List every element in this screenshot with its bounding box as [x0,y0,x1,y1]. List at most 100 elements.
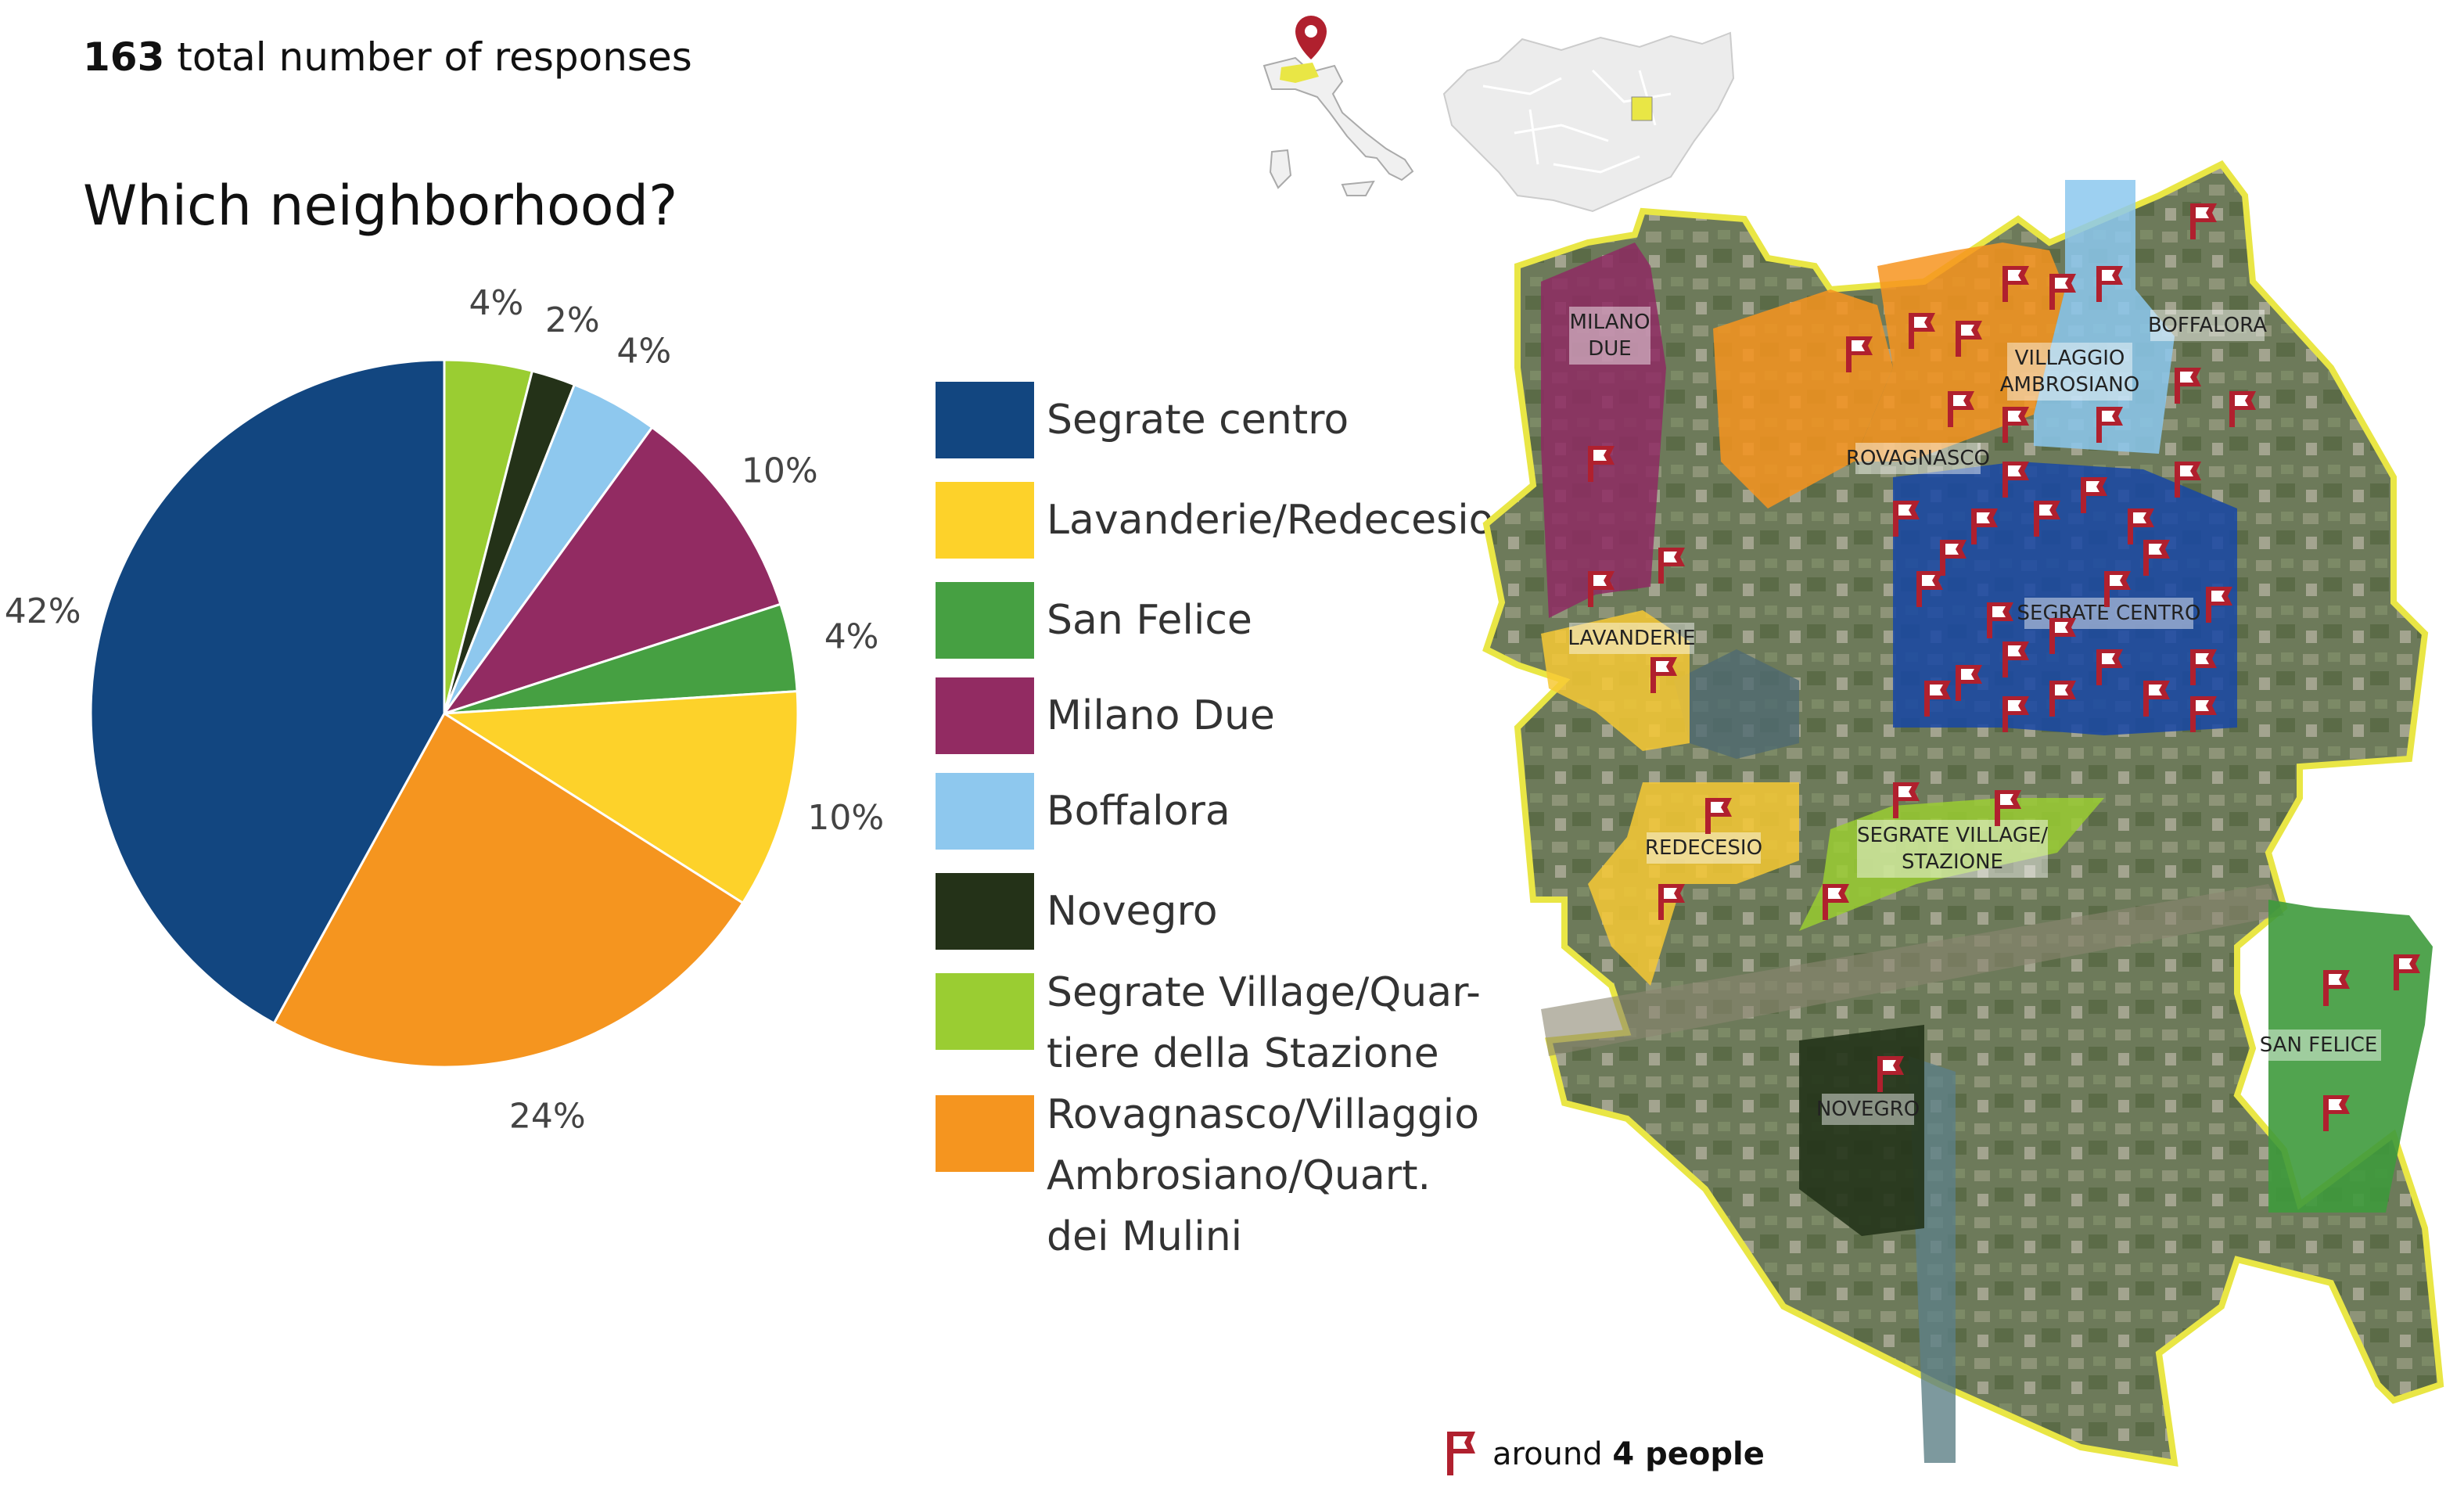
flag-icon [1588,446,1615,482]
flag-icon [2096,266,2123,302]
pie-slice-label: 4% [824,617,879,657]
legend-label: Segrate Village/Quar- tiere della Stazio… [1047,969,1481,1077]
district-label: ROVAGNASCO [1846,447,1990,470]
pie-slice-label: 4% [469,283,523,323]
district-label-bg [1569,623,1694,654]
flag-icon [1956,321,1982,357]
district-segrate-village [1799,798,2104,931]
district-novegro [1799,1025,1924,1236]
flag-icon [2323,970,2350,1006]
district-label: MILANO DUE [1570,311,1650,361]
flag-icon [1658,548,1685,584]
response-count: 163 [83,34,165,80]
district-label: SEGRATE VILLAGE/STAZIONE [1857,824,2048,874]
flag-icon [1588,571,1615,607]
flag-icon [2175,462,2201,498]
district-label: REDECESIO [1645,836,1762,860]
flag-markers [1588,203,2420,1131]
flag-icon [1987,602,2013,638]
sicily-outline [1341,180,1375,196]
legend-swatch [936,873,1034,950]
district-label-bg [1822,1094,1914,1125]
legend-label: San Felice [1047,597,1252,644]
map-legend: around 4 people [1447,1432,1765,1475]
flag-icon [2128,508,2154,544]
flag-icon [2104,571,2131,607]
district-label: LAVANDERIE [1568,627,1695,650]
response-count-headline: 163 total number of responses [83,34,692,80]
flag-icon [1916,571,1943,607]
flag-icon [2175,368,2201,404]
flag-icon [1658,884,1685,920]
italy-outline [1263,56,1414,181]
legend-label: Segrate centro [1047,397,1349,444]
flag-icon [2323,1095,2350,1131]
flag-icon [2002,266,2029,302]
legend-swatch [936,382,1034,458]
railway-band [1541,884,2284,1056]
flag-icon [1909,313,1935,349]
pie-chart: 4% 2% 4% 10% 4% 10% 24% 42% [5,283,884,1136]
sardinia-outline [1269,149,1292,189]
flag-icon [2190,649,2217,685]
map-legend-prefix: around [1492,1436,1603,1472]
flag-icon [2143,540,2170,576]
legend-swatch [936,973,1034,1050]
district-label: VILLAGGIO AMBROSIANO [2000,347,2139,397]
district-map: MILANO DUE VILLAGGIO AMBROSIANO BOFFALORA ROV… [1482,160,2444,1467]
flag-icon [1447,1432,1475,1475]
legend-swatch [936,482,1034,559]
flag-icon [1705,798,1732,834]
flag-icon [1877,1056,1904,1092]
district-milano-due [1541,243,1666,618]
district-label-bg [2150,310,2265,341]
flag-icon [2096,407,2123,443]
district-labels: MILANO DUE VILLAGGIO AMBROSIANO BOFFALORA ROV… [1568,307,2381,1125]
flag-icon [2394,954,2420,990]
district-label-bg [1855,443,1981,474]
flag-icon [2190,696,2217,732]
flag-icon [1924,681,1951,717]
district-lavanderie [1541,610,1690,751]
flag-icon [1971,508,1998,544]
legend-swatch [936,773,1034,850]
flag-icon [2002,641,2029,677]
district-label-bg [1857,820,2048,878]
flag-icon [1846,336,1873,372]
flag-icon [1893,501,1920,537]
water-basin [1674,649,1799,759]
legend-swatch [936,1095,1034,1172]
locator-map-region [1442,31,1735,213]
region-subdivisions [1482,69,1672,174]
pie-slice [272,711,745,1069]
legend-swatch [936,677,1034,754]
flag-icon [2049,618,2076,654]
district-label: NOVEGRO [1816,1098,1920,1121]
flag-icon [1823,884,1849,920]
district-label-bg [1647,832,1761,864]
district-label: SAN FELICE [2260,1033,2378,1057]
map-legend-value: 4 people [1612,1436,1765,1472]
legend-label: Lavanderie/Redecesio [1047,497,1494,544]
flag-icon [1995,790,2021,826]
district-redecesio [1588,782,1799,986]
flag-icon [1650,657,1677,693]
flag-icon [2002,696,2029,732]
question-title: Which neighborhood? [83,174,678,238]
flag-icon [2143,681,2170,717]
region-outline [1442,31,1735,213]
district-san-felice [2268,900,2433,1213]
flag-icon [2229,391,2256,427]
pie-slice [440,690,799,905]
pie-slice-label: 42% [5,591,81,631]
flag-icon [2002,462,2029,498]
district-boffalora [2034,180,2175,454]
pie-slice-label: 10% [807,798,884,838]
location-pin-icon [1295,16,1327,59]
district-label: BOFFALORA [2148,314,2267,337]
legend-label: Rovagnasco/Villaggio Ambrosiano/Quart. d… [1047,1091,1480,1260]
pie-slice-label: 10% [742,451,818,491]
flag-icon [1948,391,1974,427]
flag-icon [2206,587,2232,623]
